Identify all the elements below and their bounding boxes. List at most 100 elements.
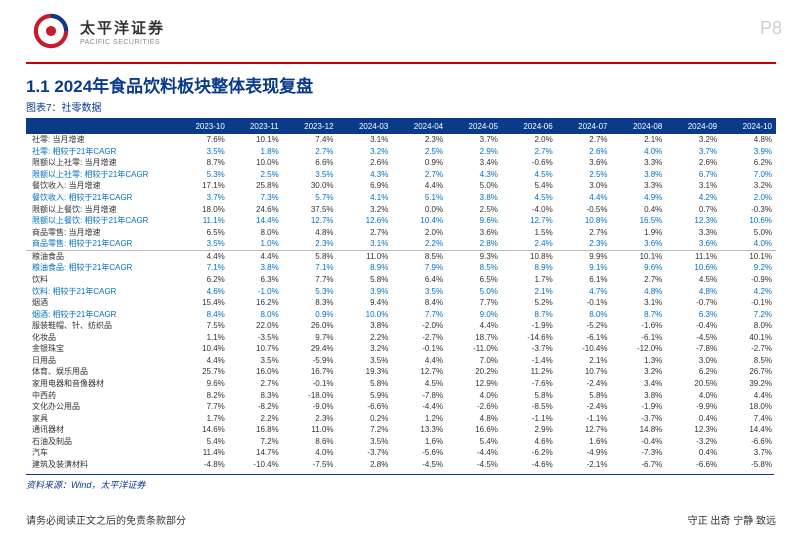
cell-value: -2.6% xyxy=(447,401,502,413)
cell-value: -11.0% xyxy=(447,343,502,355)
cell-value: -4.6% xyxy=(502,459,557,471)
cell-value: -6.6% xyxy=(338,401,393,413)
cell-value: 7.9% xyxy=(392,262,447,274)
cell-value: 7.0% xyxy=(447,355,502,367)
cell-value: -18.0% xyxy=(283,389,338,401)
cell-value: 1.2% xyxy=(392,413,447,425)
row-label: 限额以上社零: 相较于21年CAGR xyxy=(26,169,174,181)
cell-value: 26.0% xyxy=(283,320,338,332)
cell-value: 2.5% xyxy=(229,169,283,181)
cell-value: 2.5% xyxy=(392,146,447,158)
table-col-header: 2024-09 xyxy=(666,119,721,134)
cell-value: -3.7% xyxy=(338,447,393,459)
cell-value: 2.6% xyxy=(557,146,612,158)
cell-value: 3.8% xyxy=(612,389,667,401)
cell-value: 11.1% xyxy=(174,215,229,227)
table-row: 汽车11.4%14.7%4.0%-3.7%-5.6%-4.4%-6.2%-4.9… xyxy=(26,447,776,459)
data-table-wrap: 2023-102023-112023-122024-032024-042024-… xyxy=(26,118,776,470)
cell-value: -0.6% xyxy=(502,157,557,169)
row-label: 餐饮收入: 当月增速 xyxy=(26,180,174,192)
cell-value: 4.4% xyxy=(174,355,229,367)
cell-value: 2.6% xyxy=(338,157,393,169)
cell-value: 16.2% xyxy=(229,297,283,309)
cell-value: -6.6% xyxy=(721,436,776,448)
cell-value: 5.8% xyxy=(502,389,557,401)
cell-value: 9.6% xyxy=(174,378,229,390)
cell-value: 8.0% xyxy=(229,227,283,239)
table-col-header: 2024-07 xyxy=(557,119,612,134)
cell-value: 0.9% xyxy=(392,157,447,169)
cell-value: 6.5% xyxy=(447,274,502,286)
cell-value: -2.7% xyxy=(392,332,447,344)
cell-value: -4.9% xyxy=(557,447,612,459)
cell-value: -2.4% xyxy=(557,401,612,413)
cell-value: 1.3% xyxy=(612,355,667,367)
cell-value: 9.7% xyxy=(283,332,338,344)
table-header-row: 2023-102023-112023-122024-032024-042024-… xyxy=(26,119,776,134)
cell-value: 2.0% xyxy=(502,134,557,146)
cell-value: -5.8% xyxy=(721,459,776,471)
cell-value: 4.4% xyxy=(392,180,447,192)
cell-value: 10.4% xyxy=(174,343,229,355)
cell-value: 15.4% xyxy=(174,297,229,309)
cell-value: 4.8% xyxy=(612,285,667,297)
cell-value: 3.5% xyxy=(338,436,393,448)
row-label: 建筑及装潢材料 xyxy=(26,459,174,471)
cell-value: 3.7% xyxy=(447,134,502,146)
cell-value: -0.1% xyxy=(557,297,612,309)
brand-en: PACIFIC SECURITIES xyxy=(80,39,165,46)
table-col-header: 2023-12 xyxy=(283,119,338,134)
table-row: 家具1.7%2.2%2.3%0.2%1.2%4.8%-1.1%-1.1%-3.7… xyxy=(26,413,776,425)
cell-value: -7.5% xyxy=(283,459,338,471)
cell-value: 5.0% xyxy=(447,180,502,192)
brand-logo xyxy=(30,10,72,52)
cell-value: 4.4% xyxy=(447,320,502,332)
cell-value: 8.0% xyxy=(721,320,776,332)
cell-value: -3.7% xyxy=(502,343,557,355)
cell-value: 16.8% xyxy=(229,424,283,436)
cell-value: 3.3% xyxy=(612,157,667,169)
cell-value: 2.2% xyxy=(392,238,447,250)
cell-value: 4.1% xyxy=(338,192,393,204)
table-col-header: 2024-10 xyxy=(721,119,776,134)
cell-value: 5.8% xyxy=(557,389,612,401)
row-label: 限额以上餐饮: 当月增速 xyxy=(26,203,174,215)
cell-value: -10.4% xyxy=(229,459,283,471)
cell-value: 8.9% xyxy=(338,262,393,274)
cell-value: 4.4% xyxy=(557,192,612,204)
cell-value: 7.1% xyxy=(174,262,229,274)
cell-value: 29.4% xyxy=(283,343,338,355)
data-table: 2023-102023-112023-122024-032024-042024-… xyxy=(26,119,776,470)
cell-value: 5.2% xyxy=(502,297,557,309)
cell-value: 3.7% xyxy=(721,447,776,459)
cell-value: 7.3% xyxy=(229,192,283,204)
cell-value: 3.1% xyxy=(666,180,721,192)
cell-value: 3.2% xyxy=(612,366,667,378)
cell-value: 10.7% xyxy=(557,366,612,378)
table-row: 文化办公用品7.7%-8.2%-9.0%-6.6%-4.4%-2.6%-8.5%… xyxy=(26,401,776,413)
cell-value: 1.0% xyxy=(229,238,283,250)
table-row: 化妆品1.1%-3.5%9.7%2.2%-2.7%18.7%-14.6%-6.1… xyxy=(26,332,776,344)
cell-value: -0.9% xyxy=(721,274,776,286)
cell-value: 4.8% xyxy=(447,413,502,425)
cell-value: 5.4% xyxy=(174,436,229,448)
cell-value: -8.5% xyxy=(502,401,557,413)
cell-value: 11.2% xyxy=(502,366,557,378)
row-label: 烟酒 xyxy=(26,297,174,309)
cell-value: 4.3% xyxy=(447,169,502,181)
cell-value: 8.4% xyxy=(174,308,229,320)
table-row: 商品零售: 相较于21年CAGR3.5%1.0%2.3%3.1%2.2%2.8%… xyxy=(26,238,776,250)
cell-value: 5.8% xyxy=(338,274,393,286)
cell-value: 6.2% xyxy=(174,274,229,286)
cell-value: 2.3% xyxy=(283,238,338,250)
cell-value: -2.4% xyxy=(557,378,612,390)
cell-value: 7.2% xyxy=(338,424,393,436)
table-row: 石油及制品5.4%7.2%8.6%3.5%1.6%5.4%4.6%1.6%-0.… xyxy=(26,436,776,448)
cell-value: 4.0% xyxy=(666,389,721,401)
cell-value: 3.5% xyxy=(229,355,283,367)
table-row: 限额以上餐饮: 相较于21年CAGR11.1%14.4%12.7%12.6%10… xyxy=(26,215,776,227)
cell-value: -9.9% xyxy=(666,401,721,413)
cell-value: 0.0% xyxy=(392,203,447,215)
cell-value: 10.0% xyxy=(229,157,283,169)
cell-value: -0.1% xyxy=(721,297,776,309)
